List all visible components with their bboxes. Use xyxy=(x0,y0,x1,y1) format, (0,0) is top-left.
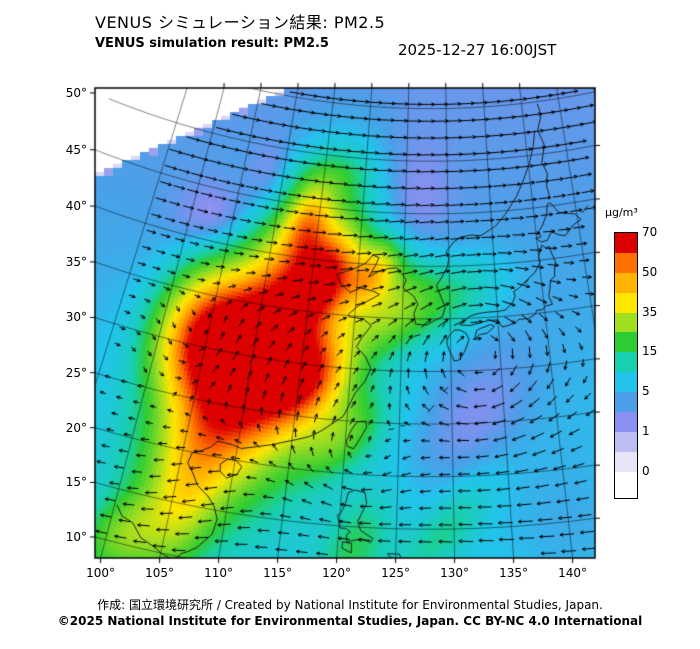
colorbar-tick-label: 70 xyxy=(642,225,658,239)
colorbar-tick-label: 1 xyxy=(642,423,650,438)
lon-tick-label: 115° xyxy=(263,566,293,580)
lon-tick-label: 110° xyxy=(204,566,234,580)
colorbar-segment xyxy=(615,312,637,333)
lat-tick-label: 20° xyxy=(65,420,87,435)
lat-tick-label: 50° xyxy=(65,85,87,100)
lat-tick-label: 40° xyxy=(65,199,87,214)
colorbar-segment xyxy=(615,431,637,452)
lat-tick-label: 10° xyxy=(65,529,87,544)
lon-tick-label: 125° xyxy=(381,566,411,580)
colorbar-segment xyxy=(615,272,637,293)
lon-tick-label: 120° xyxy=(322,566,352,580)
lon-tick-label: 135° xyxy=(499,566,529,580)
colorbar-tick-label: 50 xyxy=(642,264,658,279)
colorbar-unit-label: µg/m³ xyxy=(605,206,638,219)
colorbar xyxy=(614,232,638,499)
lon-tick-label: 100° xyxy=(86,566,116,580)
colorbar-segment xyxy=(615,252,637,273)
colorbar-segment xyxy=(615,352,637,373)
lat-tick-label: 35° xyxy=(65,254,87,269)
footer-copyright: ©2025 National Institute for Environment… xyxy=(57,614,643,628)
colorbar-segment xyxy=(615,233,637,253)
lat-tick-label: 45° xyxy=(65,142,87,157)
colorbar-tick-label: 15 xyxy=(642,344,658,359)
colorbar-segment xyxy=(615,392,637,412)
lon-tick-label: 105° xyxy=(145,566,175,580)
colorbar-segment xyxy=(615,471,637,498)
colorbar-tick-label: 0 xyxy=(642,463,650,478)
colorbar-segment xyxy=(615,411,637,432)
valid-time-label: 2025-12-27 16:00JST xyxy=(398,41,557,59)
lon-tick-label: 140° xyxy=(558,566,588,580)
title-english: VENUS simulation result: PM2.5 xyxy=(95,36,329,51)
lon-tick-label: 130° xyxy=(440,566,470,580)
colorbar-segment xyxy=(615,451,637,472)
lat-tick-label: 25° xyxy=(65,365,87,380)
colorbar-tick-label: 35 xyxy=(642,304,658,319)
colorbar-segment xyxy=(615,292,637,313)
colorbar-segment xyxy=(615,372,637,392)
colorbar-segment xyxy=(615,332,637,353)
lat-tick-label: 30° xyxy=(65,310,87,325)
lat-tick-label: 15° xyxy=(65,475,87,490)
colorbar-tick-label: 5 xyxy=(642,384,650,398)
title-japanese: VENUS シミュレーション結果: PM2.5 xyxy=(95,13,386,32)
footer-credit: 作成: 国立環境研究所 / Created by National Instit… xyxy=(97,598,603,612)
